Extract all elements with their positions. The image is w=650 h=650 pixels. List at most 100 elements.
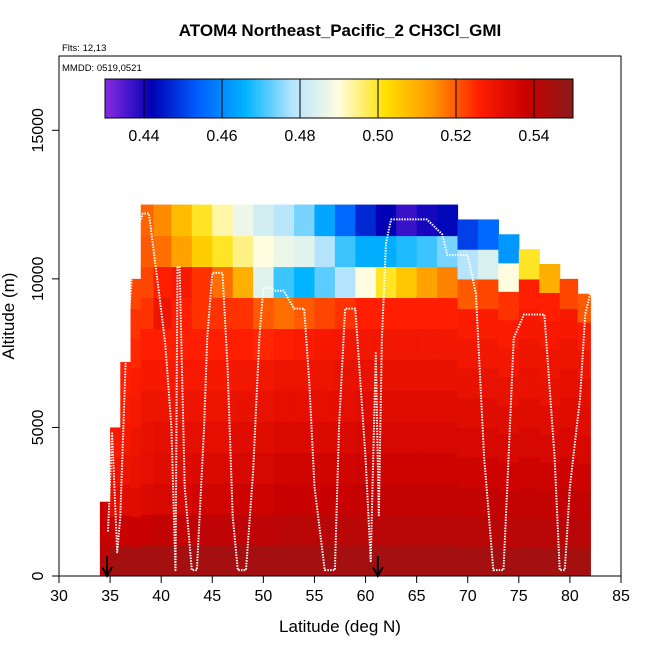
field-cell	[396, 514, 418, 546]
colorbar-tick-label: 0.52	[440, 128, 471, 145]
field-cell	[334, 328, 356, 360]
field-cell	[171, 421, 193, 453]
field-cell	[273, 452, 295, 484]
field-cell	[355, 421, 377, 453]
field-cell	[559, 546, 579, 576]
field-cell	[396, 359, 418, 391]
field-cell	[140, 452, 155, 484]
field-cell	[437, 483, 459, 515]
field-cell	[130, 308, 142, 339]
field-cell	[498, 405, 520, 435]
field-cell	[416, 328, 438, 360]
field-cell	[212, 514, 234, 546]
field-cell	[416, 204, 438, 237]
field-cell	[577, 293, 591, 323]
field-cell	[99, 538, 111, 576]
x-tick-label: 35	[101, 588, 119, 605]
field-cell	[477, 516, 499, 547]
field-cell	[539, 292, 561, 322]
field-cell	[253, 297, 275, 329]
field-cell	[577, 463, 591, 492]
field-cell	[120, 514, 132, 547]
field-cell	[232, 514, 254, 546]
field-cell	[334, 452, 356, 484]
field-cell	[457, 516, 479, 547]
field-cell	[518, 278, 540, 310]
field-cell	[518, 546, 540, 576]
field-cell	[577, 547, 591, 576]
y-tick-label: 5000	[30, 410, 47, 446]
field-cell	[334, 421, 356, 453]
field-cell	[416, 235, 438, 268]
field-cell	[273, 421, 295, 453]
field-cell	[355, 390, 377, 422]
field-cell	[253, 452, 275, 484]
field-cell	[130, 338, 142, 369]
field-cell	[191, 483, 213, 515]
field-cell	[437, 297, 459, 329]
field-cell	[232, 483, 254, 515]
field-cell	[314, 266, 336, 299]
field-cell	[294, 421, 316, 453]
field-cell	[273, 390, 295, 422]
field-cell	[375, 359, 397, 391]
field-cell	[120, 545, 132, 576]
field-cell	[273, 545, 295, 576]
field-cell	[130, 278, 142, 310]
field-cell	[477, 308, 499, 339]
field-cell	[130, 516, 142, 547]
y-tick-label: 15000	[30, 108, 47, 153]
field-cell	[130, 397, 142, 429]
field-cell	[518, 427, 540, 458]
field-cell	[539, 377, 561, 407]
field-cell	[498, 462, 520, 492]
field-cell	[232, 297, 254, 329]
field-cell	[457, 278, 479, 310]
field-cell	[314, 483, 336, 515]
field-cell	[437, 235, 459, 268]
field-cell	[232, 390, 254, 422]
field-cell	[375, 483, 397, 515]
field-cell	[437, 545, 459, 576]
field-cell	[577, 491, 591, 521]
field-cell	[273, 359, 295, 391]
field-cell	[314, 204, 336, 237]
x-axis: 30 35 40 45 50 55 60 65 70 75 80 85	[50, 576, 630, 605]
field-cell	[294, 483, 316, 515]
field-cell	[120, 484, 132, 516]
field-cell	[110, 486, 121, 518]
field-cell	[253, 483, 275, 515]
field-cell	[396, 390, 418, 422]
field-cell	[355, 204, 377, 237]
field-cell	[375, 421, 397, 453]
field-cell	[355, 297, 377, 329]
field-cell	[171, 452, 193, 484]
field-cell	[314, 421, 336, 453]
field-cell	[457, 427, 479, 458]
field-cell	[457, 368, 479, 399]
field-cell	[437, 452, 459, 484]
field-cell	[334, 235, 356, 268]
field-cell	[171, 235, 193, 268]
field-cell	[140, 235, 155, 268]
x-tick-label: 45	[203, 588, 221, 605]
field-cell	[559, 516, 579, 547]
flight-track-line	[107, 212, 592, 572]
field-cell	[334, 390, 356, 422]
field-cell	[253, 204, 275, 237]
colorbar-tick-label: 0.44	[128, 128, 159, 145]
field-cell	[539, 264, 561, 293]
field-cell	[212, 204, 234, 237]
field-cell	[294, 452, 316, 484]
field-cell	[477, 368, 499, 399]
field-cell	[457, 308, 479, 339]
field-cell	[314, 390, 336, 422]
field-cell	[559, 368, 579, 399]
field-cell	[498, 547, 520, 576]
field-cell	[518, 338, 540, 369]
field-cell	[396, 266, 418, 299]
field-cell	[375, 297, 397, 329]
field-cell	[153, 483, 172, 515]
field-cell	[212, 235, 234, 268]
field-cell	[212, 359, 234, 391]
